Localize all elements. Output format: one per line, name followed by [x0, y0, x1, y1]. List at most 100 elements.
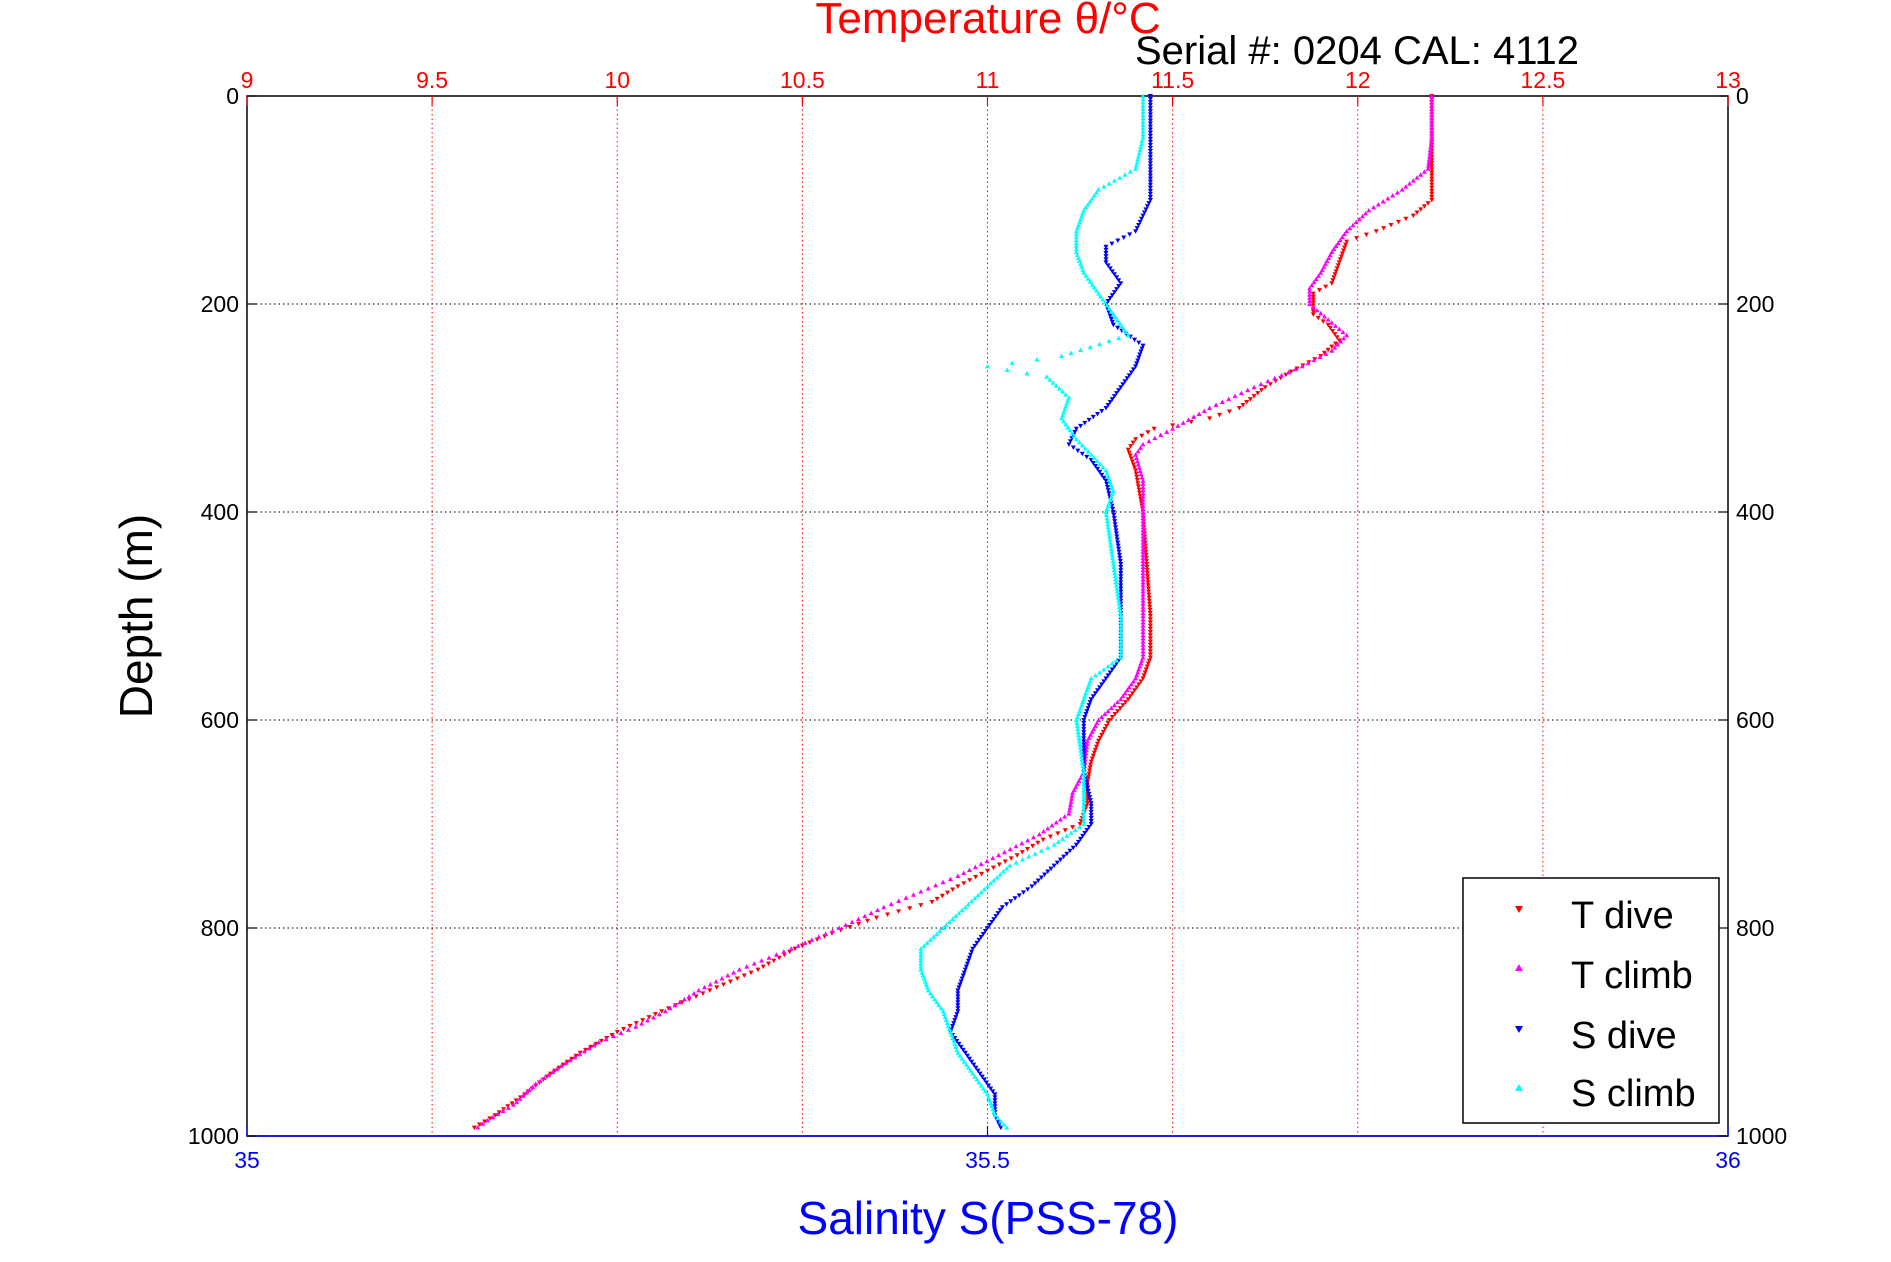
- data-point: [1429, 112, 1435, 118]
- data-point: [667, 1005, 673, 1011]
- data-point: [707, 988, 713, 993]
- data-point: [567, 1057, 573, 1063]
- data-point: [1158, 432, 1164, 438]
- data-point: [995, 1115, 1001, 1121]
- data-point: [1069, 793, 1075, 798]
- data-point: [1139, 475, 1145, 480]
- data-point: [1145, 577, 1151, 582]
- data-point: [1143, 207, 1149, 212]
- data-point: [1128, 456, 1134, 462]
- data-point: [1086, 824, 1092, 830]
- data-point: [960, 973, 966, 979]
- data-point: [1007, 846, 1013, 852]
- data-point: [1128, 370, 1134, 375]
- data-point: [1085, 201, 1091, 207]
- data-point: [955, 1000, 961, 1005]
- data-point: [969, 1059, 975, 1065]
- data-point: [1097, 685, 1103, 690]
- data-point: [1088, 810, 1094, 815]
- data-point: [1066, 442, 1072, 447]
- data-point: [974, 940, 980, 946]
- data-point: [1201, 408, 1207, 413]
- data-point: [598, 1038, 604, 1044]
- data-point: [1170, 423, 1176, 428]
- data-point: [1371, 204, 1377, 210]
- data-point: [766, 955, 772, 960]
- data-point: [1140, 601, 1146, 606]
- data-point: [1073, 436, 1079, 442]
- data-point: [1057, 817, 1063, 822]
- data-point: [1140, 515, 1146, 521]
- data-point: [1144, 568, 1150, 573]
- data-point: [1429, 99, 1435, 105]
- data-point: [924, 940, 930, 945]
- data-point: [1258, 381, 1264, 387]
- data-point: [1103, 406, 1109, 411]
- data-point: [1146, 438, 1152, 444]
- data-point: [999, 905, 1005, 910]
- data-point: [1026, 854, 1032, 859]
- data-point: [1118, 385, 1124, 390]
- data-point: [1073, 237, 1079, 243]
- data-point: [713, 978, 719, 984]
- data-point: [843, 922, 849, 928]
- data-point: [1170, 426, 1176, 431]
- data-point: [505, 1105, 511, 1110]
- data-point: [985, 363, 990, 369]
- data-point: [978, 889, 984, 895]
- data-point: [1313, 276, 1319, 282]
- data-point: [1310, 294, 1316, 300]
- data-point: [1139, 346, 1145, 352]
- data-point: [707, 981, 713, 987]
- data-point: [929, 900, 935, 905]
- data-point: [1086, 771, 1092, 776]
- data-point: [953, 1015, 959, 1020]
- data-point: [1118, 626, 1124, 631]
- data-point: [1140, 487, 1146, 493]
- data-point: [1427, 150, 1433, 156]
- data-point: [1070, 445, 1076, 451]
- data-point: [1045, 845, 1051, 850]
- data-point: [1144, 664, 1150, 670]
- data-point: [1332, 332, 1338, 337]
- data-point: [1429, 106, 1435, 111]
- data-point: [1429, 161, 1435, 166]
- data-point: [990, 865, 996, 871]
- data-point: [1144, 571, 1150, 576]
- data-point: [693, 994, 699, 999]
- data-point: [1066, 811, 1072, 816]
- data-point: [918, 955, 924, 960]
- data-point: [1090, 460, 1096, 466]
- data-point: [1347, 225, 1353, 231]
- data-point: [1100, 464, 1106, 470]
- data-point: [1088, 762, 1094, 768]
- data-point: [1140, 635, 1146, 641]
- data-point: [1136, 153, 1142, 159]
- data-point: [1057, 857, 1063, 863]
- data-point: [1363, 210, 1369, 216]
- data-point: [1112, 519, 1118, 524]
- data-point: [573, 1053, 579, 1059]
- data-point: [952, 1018, 958, 1023]
- data-point: [1008, 856, 1014, 861]
- series-s-climb: [918, 93, 1146, 1130]
- data-point: [1073, 243, 1079, 249]
- data-point: [1318, 270, 1324, 275]
- data-point: [1322, 261, 1328, 266]
- data-point: [1145, 583, 1151, 588]
- data-point: [950, 887, 956, 893]
- data-point: [1101, 679, 1107, 684]
- data-point: [967, 867, 973, 873]
- data-point: [1036, 831, 1042, 837]
- data-point: [1113, 576, 1119, 582]
- data-point: [1102, 711, 1108, 717]
- data-point: [1118, 619, 1124, 625]
- data-point: [1140, 115, 1146, 121]
- data-point: [1105, 524, 1111, 530]
- data-point: [679, 1000, 685, 1005]
- data-point: [1128, 444, 1134, 449]
- data-point: [1152, 435, 1158, 441]
- data-point: [985, 926, 990, 931]
- data-point: [1134, 685, 1140, 690]
- data-point: [1335, 240, 1341, 246]
